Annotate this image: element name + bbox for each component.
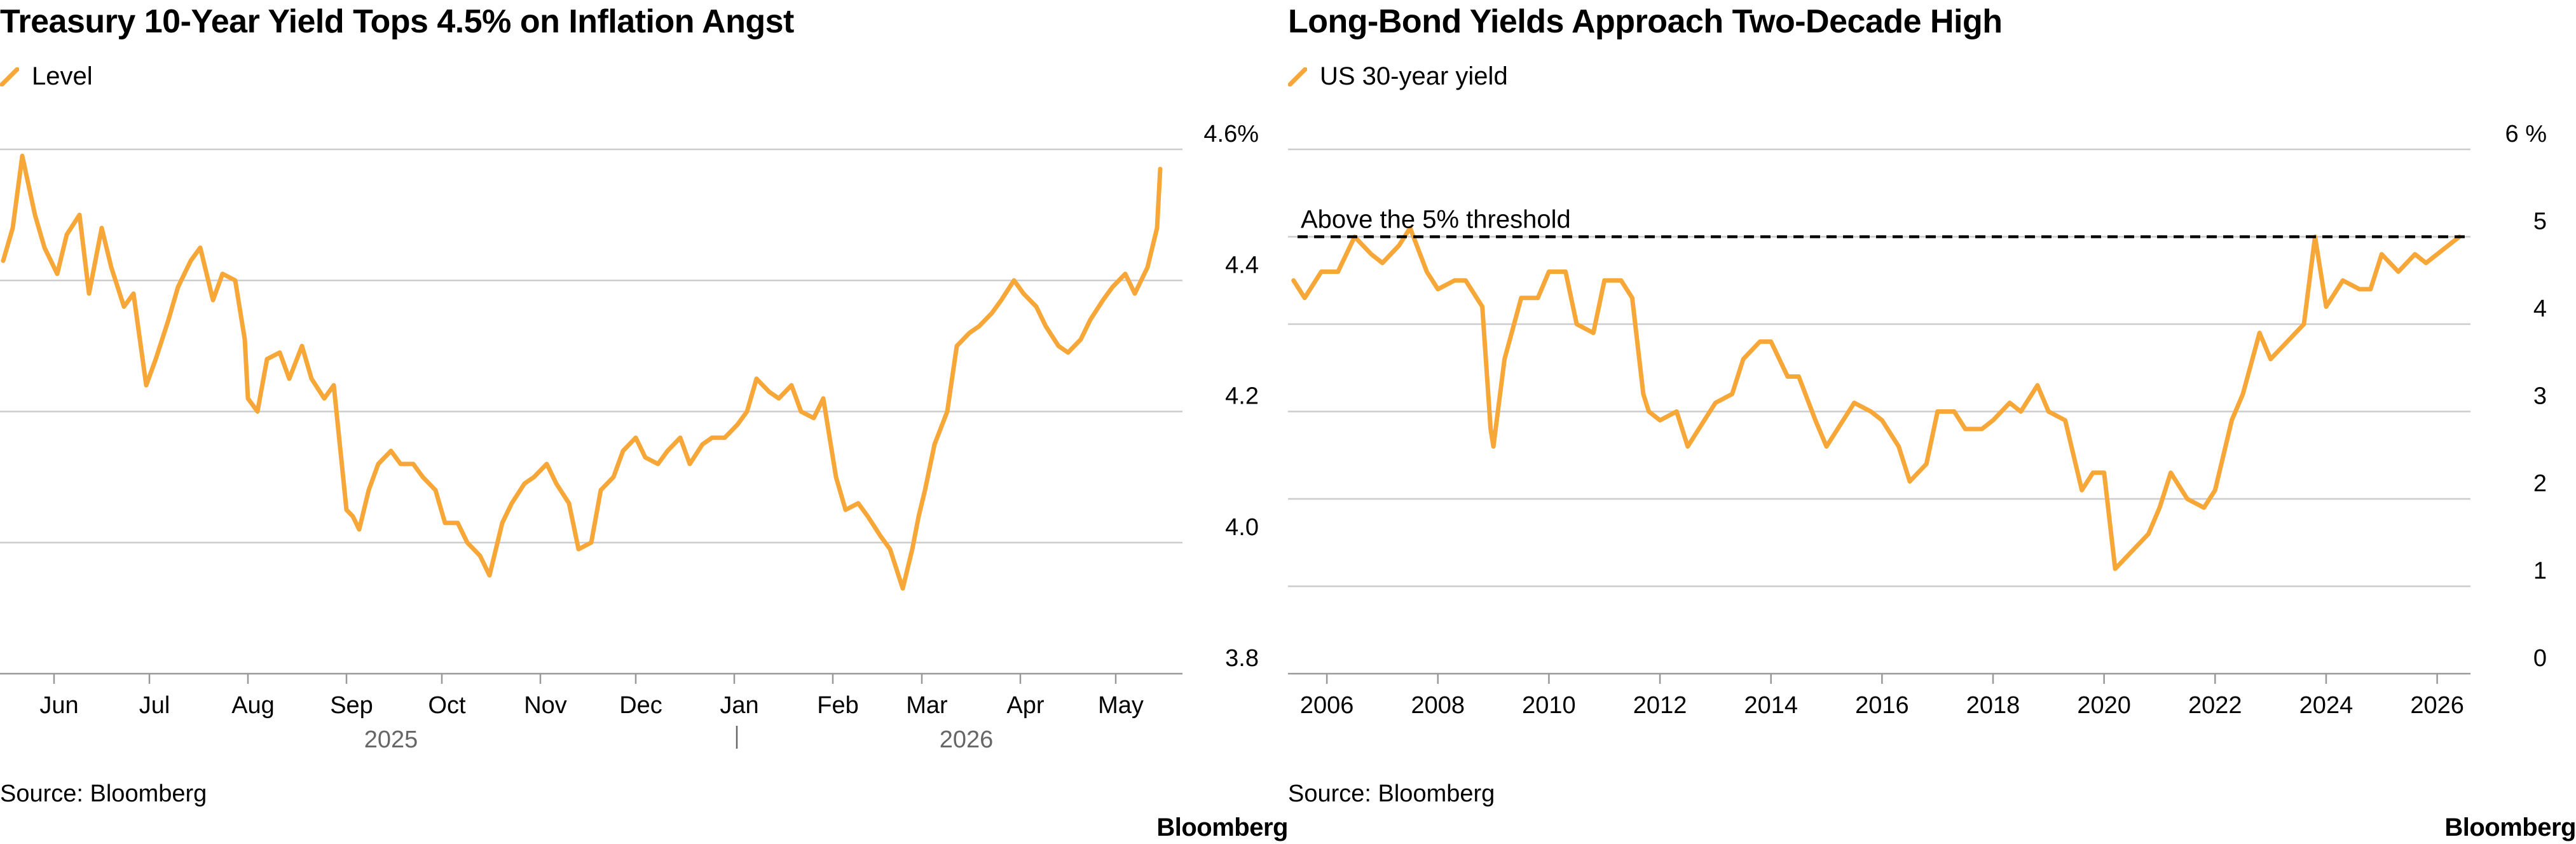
chart-legend: US 30-year yield xyxy=(1288,62,1508,91)
chart-panel-30yr: Long-Bond Yields Approach Two-Decade Hig… xyxy=(1288,0,2576,844)
x-tick-label: Nov xyxy=(524,692,567,719)
x-tick-label: 2006 xyxy=(1300,692,1354,719)
x-tick-label: Sep xyxy=(330,692,373,719)
x-tick-label: Aug xyxy=(231,692,275,719)
series-line-level xyxy=(1,153,1163,591)
chart-title: Treasury 10-Year Yield Tops 4.5% on Infl… xyxy=(0,3,794,40)
y-tick-label: 6 % xyxy=(2505,121,2547,147)
x-tick-label: 2020 xyxy=(2077,692,2131,719)
series-line-30yr xyxy=(1291,226,2462,571)
x-tick-label: 2010 xyxy=(1522,692,1576,719)
bloomberg-logo: Bloomberg xyxy=(2444,813,2576,841)
chart-title: Long-Bond Yields Approach Two-Decade Hig… xyxy=(1288,3,2003,40)
y-tick-label: 1 xyxy=(2533,558,2547,585)
x-year-label: 2026 xyxy=(940,726,994,753)
y-tick-label: 5 xyxy=(2533,208,2547,235)
x-tick-label: Dec xyxy=(619,692,662,719)
legend-label: Level xyxy=(32,62,93,90)
x-tick-label: 2008 xyxy=(1411,692,1465,719)
source-note: Source: Bloomberg xyxy=(1288,780,1495,807)
y-tick-label: 3.8 xyxy=(1225,645,1259,672)
y-tick-label: 4.4 xyxy=(1225,252,1259,278)
threshold-label: Above the 5% threshold xyxy=(1301,206,1571,234)
x-tick-label: 2016 xyxy=(1855,692,1909,719)
chart-plot-10yr: 3.8 4.0 4.2 4.4 4.6% Jun Jul Aug Sep Oct Nov Dec Jan… xyxy=(0,121,1259,753)
legend-line-icon xyxy=(1288,67,1307,86)
y-tick-label: 4.0 xyxy=(1225,514,1259,541)
chart-plot-30yr: 0 1 2 3 4 5 6 % 2006 2008 2010 2012 2014 2016 2018 202… xyxy=(1288,121,2547,719)
bloomberg-logo: Bloomberg xyxy=(1156,813,1288,841)
x-tick-label: 2024 xyxy=(2299,692,2353,719)
legend-label: US 30-year yield xyxy=(1320,62,1508,90)
x-tick-label: Feb xyxy=(817,692,858,719)
x-tick-label: 2012 xyxy=(1633,692,1687,719)
x-tick-label: 2026 xyxy=(2410,692,2464,719)
y-tick-label: 2 xyxy=(2533,470,2547,497)
x-tick-label: Oct xyxy=(428,692,466,719)
y-tick-label: 4 xyxy=(2533,296,2547,322)
x-tick-label: 2022 xyxy=(2188,692,2242,719)
x-tick-label: Mar xyxy=(906,692,948,719)
x-tick-label: 2018 xyxy=(1966,692,2020,719)
x-tick-label: 2014 xyxy=(1744,692,1798,719)
chart-panel-10yr: Treasury 10-Year Yield Tops 4.5% on Infl… xyxy=(0,3,1288,841)
x-tick-label: Jan xyxy=(720,692,758,719)
source-note: Source: Bloomberg xyxy=(0,780,207,807)
legend-line-icon xyxy=(0,67,19,86)
chart-legend: Level xyxy=(0,62,93,91)
x-tick-label: Apr xyxy=(1006,692,1044,719)
x-tick-label: Jun xyxy=(39,692,78,719)
x-tick-label: May xyxy=(1098,692,1144,719)
y-tick-label: 4.2 xyxy=(1225,383,1259,410)
y-tick-label: 0 xyxy=(2533,645,2547,672)
y-tick-label: 4.6% xyxy=(1203,121,1259,147)
x-year-label: 2025 xyxy=(364,726,418,753)
y-tick-label: 3 xyxy=(2533,383,2547,410)
x-tick-label: Jul xyxy=(139,692,170,719)
